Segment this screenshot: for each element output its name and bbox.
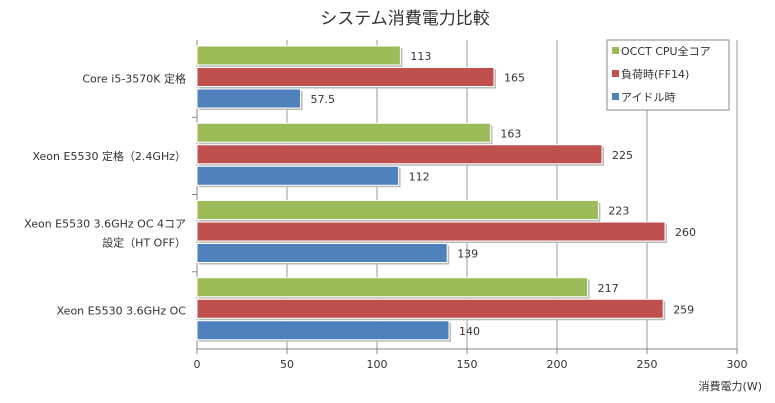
chart-title: システム消費電力比較 <box>320 9 490 29</box>
x-tick-label: 100 <box>367 358 388 371</box>
bar <box>196 221 666 242</box>
data-label: 165 <box>504 72 525 85</box>
legend-label: アイドル時 <box>621 91 675 104</box>
bar <box>196 243 448 263</box>
bar <box>196 122 491 143</box>
bar <box>196 165 400 186</box>
bar <box>196 320 450 341</box>
legend-swatch <box>612 70 619 77</box>
data-label: 163 <box>500 127 521 140</box>
legend-label: OCCT CPU全コア <box>621 44 711 58</box>
data-label: 217 <box>598 282 619 295</box>
legend-box <box>606 39 730 111</box>
legend-swatch <box>612 47 619 54</box>
bar <box>196 298 664 319</box>
data-label: 140 <box>459 325 480 338</box>
x-tick-label: 250 <box>637 358 658 371</box>
x-tick-label: 150 <box>457 358 478 371</box>
legend-label: 負荷時(FF14) <box>621 68 689 81</box>
data-label: 139 <box>457 248 478 261</box>
x-tick-label: 50 <box>280 358 294 371</box>
x-tick-label: 300 <box>727 358 748 371</box>
category-label: Xeon E5530 定格（2.4GHz） <box>32 149 186 163</box>
data-label: 260 <box>675 226 696 239</box>
category-label: Xeon E5530 3.6GHz OC <box>57 304 187 317</box>
data-label: 259 <box>673 303 694 316</box>
category-label: 設定（HT OFF） <box>102 236 186 250</box>
bar <box>196 200 599 220</box>
legend-swatch <box>612 93 619 100</box>
category-label: Core i5-3570K 定格 <box>82 72 186 86</box>
x-axis-label: 消費電力(W) <box>699 379 762 393</box>
bar <box>196 277 589 298</box>
data-label: 57.5 <box>311 93 336 106</box>
x-tick-label: 0 <box>194 358 201 371</box>
data-label: 223 <box>608 205 629 218</box>
bar <box>196 67 495 87</box>
bar <box>196 88 301 109</box>
bar <box>196 45 401 66</box>
data-label: 112 <box>409 170 430 183</box>
x-tick-label: 200 <box>547 358 568 371</box>
data-label: 225 <box>612 149 633 162</box>
category-label: Xeon E5530 3.6GHz OC 4コア <box>24 218 186 231</box>
data-label: 113 <box>410 50 431 63</box>
bar <box>196 144 603 165</box>
